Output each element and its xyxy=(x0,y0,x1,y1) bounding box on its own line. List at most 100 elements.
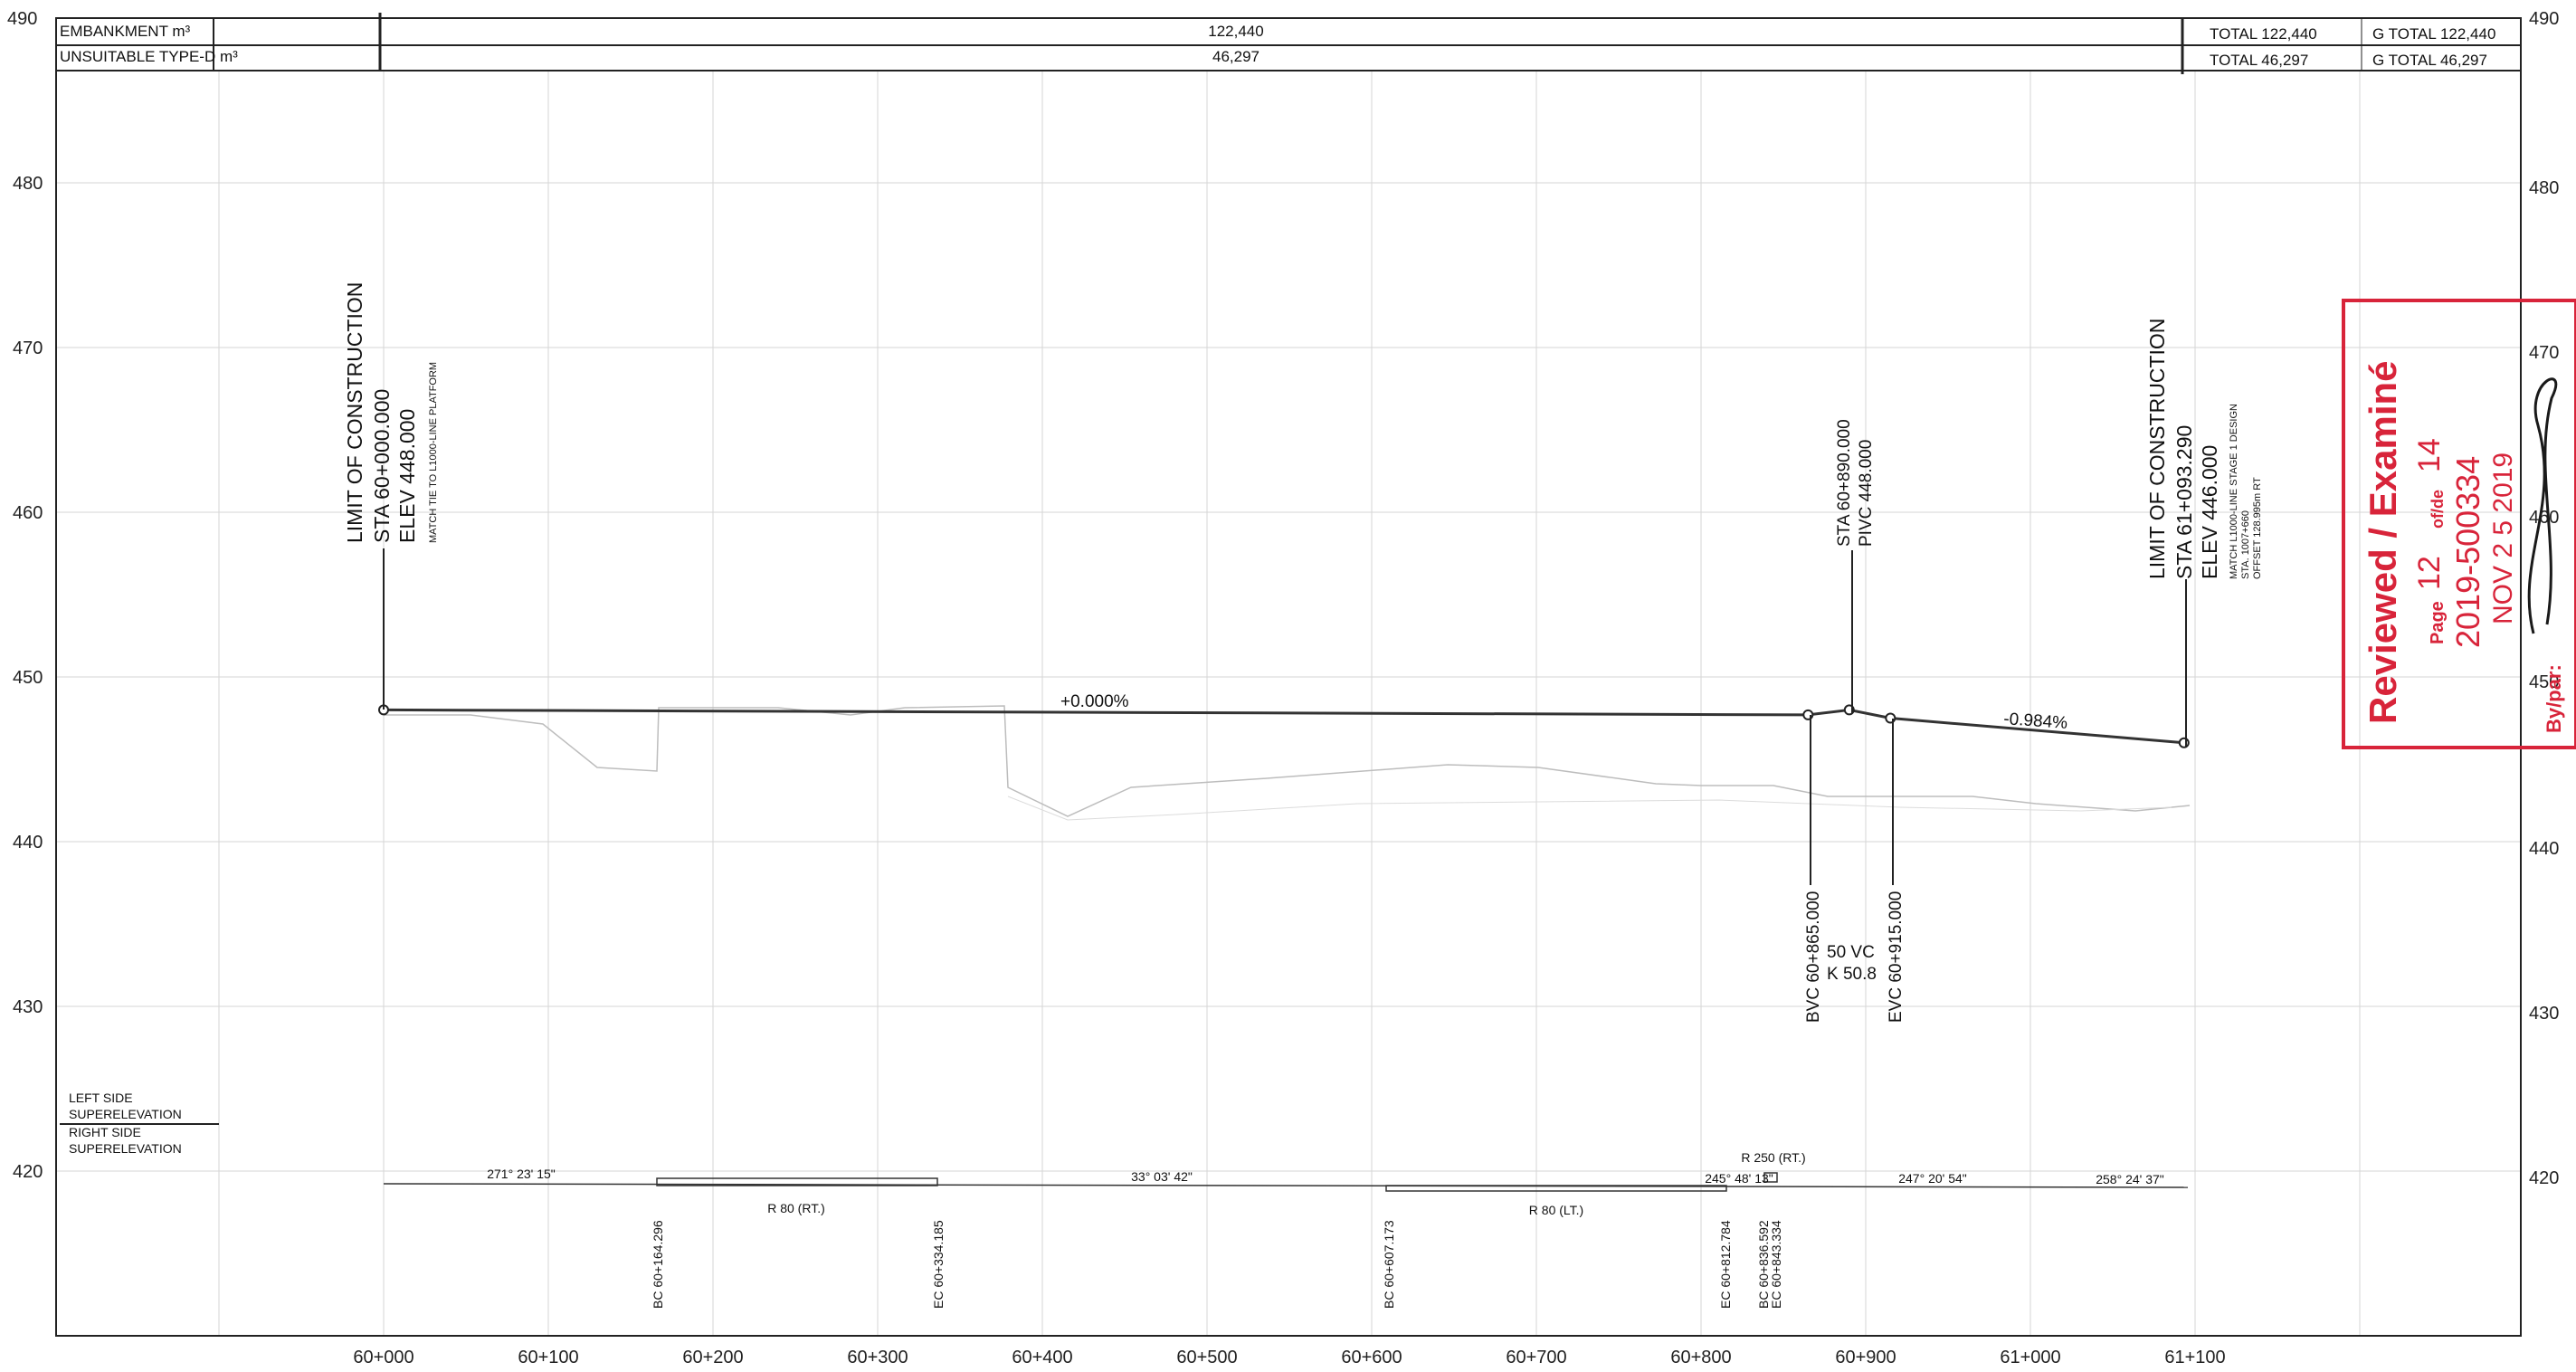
elev-tick-460-right: 460 xyxy=(2529,508,2559,528)
vc-k-value: K 50.8 xyxy=(1827,965,1877,984)
stamp-date: NOV 2 5 2019 xyxy=(2488,453,2518,624)
elev-tick-430: 430 xyxy=(13,997,43,1017)
elevation-axis-right: 490 480 470 460 450 440 430 420 xyxy=(2529,9,2559,1188)
horizontal-alignment: 271° 23' 15" 33° 03' 42" 245° 48' 13" 24… xyxy=(383,1150,2189,1217)
curve-2-radius: R 80 (LT.) xyxy=(1529,1203,1583,1217)
evc-sta: EVC 60+915.000 xyxy=(1887,891,1906,1023)
station-tick: 60+000 xyxy=(353,1348,413,1367)
elev-tick-420-right: 420 xyxy=(2529,1168,2559,1188)
curve-point: EC 60+334.185 xyxy=(931,1220,946,1309)
stamp-of-label: of/de xyxy=(2429,490,2447,529)
curve-points: BC 60+164.296 EC 60+334.185 BC 60+607.17… xyxy=(651,1220,1783,1309)
bvc-label: BVC 60+865.000 xyxy=(1804,891,1823,1023)
curve-point: EC 60+812.784 xyxy=(1718,1220,1733,1309)
super-left-2: SUPERELEVATION xyxy=(69,1107,182,1121)
stamp-by-label: By/par: xyxy=(2543,664,2565,733)
embankment-total: TOTAL 122,440 xyxy=(2210,25,2317,43)
stamp-page-number: 12 xyxy=(2412,556,2447,590)
loc-start-label: LIMIT OF CONSTRUCTION STA 60+000.000 ELE… xyxy=(343,282,439,543)
curve-3-radius: R 250 (RT.) xyxy=(1741,1150,1805,1165)
review-stamp: Reviewed / Examiné Page 12 of/de 14 2019… xyxy=(2342,299,2576,749)
bearing-5: 258° 24' 37" xyxy=(2096,1172,2164,1186)
quantity-table: EMBANKMENT m³ 122,440 TOTAL 122,440 G TO… xyxy=(56,13,2521,74)
pivc-label: STA 60+890.000 PIVC 448.000 xyxy=(1835,419,1876,547)
station-tick: 61+100 xyxy=(2164,1348,2225,1367)
elev-tick-440: 440 xyxy=(13,833,43,853)
loc-start-note: MATCH TIE TO L1000-LINE PLATFORM xyxy=(428,362,439,543)
loc-end-line2: STA 61+093.290 xyxy=(2172,425,2196,579)
unsuitable-label: UNSUITABLE TYPE-D m³ xyxy=(60,48,238,65)
elev-tick-440-right: 440 xyxy=(2529,839,2559,859)
bearing-3: 245° 48' 13" xyxy=(1705,1171,1773,1186)
grade-2: -0.984% xyxy=(2003,710,2068,733)
profile-point xyxy=(2178,737,2190,748)
curve-point: EC 60+843.334 xyxy=(1769,1220,1783,1309)
elev-tick-480: 480 xyxy=(13,174,43,194)
station-axis: 60+000 60+100 60+200 60+300 60+400 60+50… xyxy=(353,1348,2225,1367)
curve-point: BC 60+164.296 xyxy=(651,1220,665,1309)
elev-tick-420: 420 xyxy=(13,1162,43,1182)
super-right-1: RIGHT SIDE xyxy=(69,1125,141,1139)
elev-tick-480-right: 480 xyxy=(2529,178,2559,198)
station-tick: 60+100 xyxy=(518,1348,578,1367)
vc-length: 50 VC xyxy=(1827,943,1875,962)
stamp-title: Reviewed / Examiné xyxy=(2362,360,2404,724)
station-tick: 60+700 xyxy=(1506,1348,1566,1367)
loc-end-label: LIMIT OF CONSTRUCTION STA 61+093.290 ELE… xyxy=(2145,319,2263,579)
embankment-value: 122,440 xyxy=(1208,23,1263,40)
pivc-sta: STA 60+890.000 xyxy=(1835,419,1854,547)
drawing-frame xyxy=(55,17,2522,1337)
elev-tick-490: 490 xyxy=(7,9,37,29)
loc-end-note3: OFFSET 128.995m RT xyxy=(2252,477,2263,579)
loc-start-line1: LIMIT OF CONSTRUCTION xyxy=(343,282,366,543)
drawing-grid xyxy=(56,71,2521,1336)
station-tick: 60+800 xyxy=(1670,1348,1731,1367)
elev-tick-450: 450 xyxy=(13,668,43,688)
unsuitable-value: 46,297 xyxy=(1212,48,1259,65)
station-tick: 60+300 xyxy=(847,1348,908,1367)
loc-end-line3: ELEV 446.000 xyxy=(2198,445,2221,579)
reviewer-signature xyxy=(2527,377,2558,634)
elev-tick-470: 470 xyxy=(13,338,43,358)
station-tick: 60+500 xyxy=(1176,1348,1237,1367)
embankment-g-total: G TOTAL 122,440 xyxy=(2372,25,2495,43)
elev-tick-490-right: 490 xyxy=(2529,9,2559,29)
stamp-of-number: 14 xyxy=(2412,438,2447,472)
bearing-2: 33° 03' 42" xyxy=(1131,1169,1193,1184)
loc-end-line1: LIMIT OF CONSTRUCTION xyxy=(2145,319,2169,579)
bvc-sta: BVC 60+865.000 xyxy=(1804,891,1823,1023)
grade-1: +0.000% xyxy=(1060,692,1129,711)
superelevation-legend: LEFT SIDE SUPERELEVATION RIGHT SIDE SUPE… xyxy=(60,1091,219,1156)
elev-tick-470-right: 470 xyxy=(2529,343,2559,363)
elev-tick-450-right: 450 xyxy=(2529,672,2559,692)
existing-ground-lower xyxy=(1007,796,2172,821)
elev-tick-430-right: 430 xyxy=(2529,1004,2559,1024)
loc-end-note2: STA. 1007+660 xyxy=(2240,510,2251,579)
curve-point: BC 60+836.592 xyxy=(1756,1220,1771,1309)
curve-point: BC 60+607.173 xyxy=(1382,1220,1396,1309)
bearing-1: 271° 23' 15" xyxy=(487,1167,556,1181)
super-right-2: SUPERELEVATION xyxy=(69,1141,182,1156)
elevation-axis-left: 490 480 470 460 450 440 430 420 xyxy=(7,9,43,1182)
bearing-4: 247° 20' 54" xyxy=(1898,1171,1967,1186)
unsuitable-total: TOTAL 46,297 xyxy=(2210,52,2308,69)
station-tick: 60+900 xyxy=(1835,1348,1896,1367)
elev-tick-460: 460 xyxy=(13,503,43,523)
stamp-reference: 2019-500334 xyxy=(2449,456,2486,648)
station-tick: 60+200 xyxy=(682,1348,743,1367)
loc-end-note1: MATCH L1000-LINE STAGE 1 DESIGN xyxy=(2229,404,2239,579)
proposed-profile-line xyxy=(383,708,2184,745)
pivc-elev: PIVC 448.000 xyxy=(1857,440,1876,547)
curve-1-radius: R 80 (RT.) xyxy=(767,1201,825,1215)
existing-ground-line xyxy=(384,705,2191,817)
super-left-1: LEFT SIDE xyxy=(69,1091,133,1105)
unsuitable-g-total: G TOTAL 46,297 xyxy=(2372,52,2487,69)
station-tick: 60+400 xyxy=(1012,1348,1072,1367)
loc-start-line3: ELEV 448.000 xyxy=(395,409,419,543)
evc-label: EVC 60+915.000 xyxy=(1887,891,1906,1023)
stamp-page-label: Page xyxy=(2428,601,2448,644)
station-tick: 61+000 xyxy=(2000,1348,2060,1367)
station-tick: 60+600 xyxy=(1341,1348,1402,1367)
embankment-label: EMBANKMENT m³ xyxy=(60,23,191,40)
